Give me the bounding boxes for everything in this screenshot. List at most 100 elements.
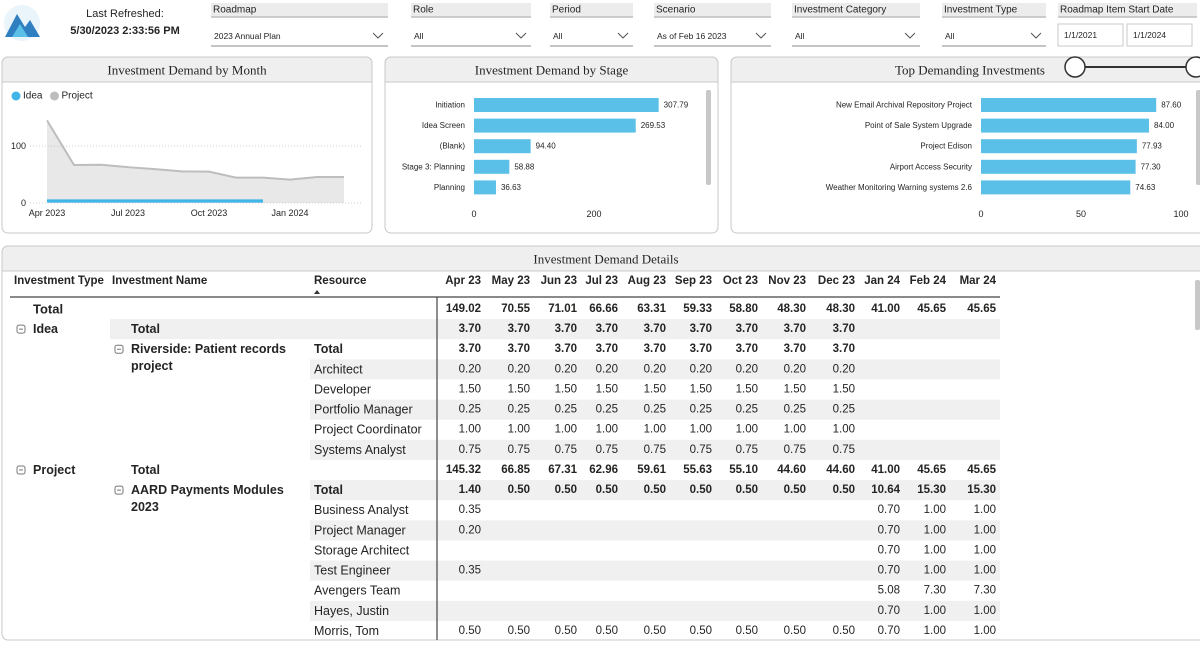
table-cell: AARD Payments Modules 2023 (131, 483, 287, 514)
expand-toggle[interactable] (16, 465, 26, 475)
table-cell: Total (33, 302, 63, 317)
table-cell: 3.70 (644, 323, 666, 335)
filter-label-band (654, 3, 771, 17)
column-header: Oct 23 (723, 275, 758, 287)
dropdown-chevron (372, 32, 384, 39)
table-cell: 0.20 (784, 363, 806, 375)
legend-label: Project (61, 91, 92, 102)
table-cell: 0.50 (833, 484, 855, 496)
bar (981, 159, 1136, 174)
table-cell: 44.60 (826, 464, 855, 476)
table-cell: 0.50 (596, 625, 618, 637)
table-cell: 45.65 (917, 303, 946, 315)
table-cell: Idea (33, 322, 59, 336)
table-cell: 1.00 (736, 424, 758, 436)
toggle-handle[interactable] (1185, 56, 1200, 78)
filter-label: Scenario (656, 5, 696, 16)
table-cell: 3.70 (736, 323, 758, 335)
filter-dropdown[interactable] (550, 24, 633, 46)
table-cell: Riverside: Patient records project (131, 342, 289, 373)
table-cell: 1.50 (644, 383, 666, 395)
filter-dropdown[interactable] (654, 24, 771, 46)
bar (474, 118, 636, 133)
table-cell: Morris, Tom (314, 624, 379, 638)
date-input[interactable] (1126, 23, 1193, 47)
table-cell: 1.50 (736, 383, 758, 395)
column-header: Apr 23 (445, 275, 481, 287)
bar (474, 159, 510, 174)
table-cell: 1.40 (459, 484, 481, 496)
legend-marker (49, 91, 59, 101)
category-label: Weather Monitoring Warning systems 2.6 (826, 183, 973, 192)
sort-indicator (314, 290, 320, 294)
filter-label: Role (413, 5, 434, 16)
value-label: 84.00 (1154, 121, 1175, 130)
table-cell: 3.70 (690, 343, 712, 355)
logo-mountain-front (12, 24, 28, 37)
dropdown-chevron (904, 32, 916, 39)
filter-value: All (414, 31, 424, 41)
table-cell: Project Coordinator (314, 423, 422, 437)
table-cell: 0.70 (878, 605, 900, 617)
expand-toggle[interactable] (16, 324, 26, 334)
table-cell: 67.31 (548, 464, 577, 476)
table-cell: 0.50 (784, 625, 806, 637)
table-cell: 55.10 (729, 464, 758, 476)
table-cell: 145.32 (446, 464, 481, 476)
table-cell: 10.64 (871, 484, 900, 496)
table-cell: 0.25 (690, 404, 712, 416)
panel-title: Investment Demand by Stage (475, 63, 629, 78)
filter-dropdown[interactable] (211, 24, 388, 46)
column-header: Jun 23 (541, 275, 577, 287)
legend-label: Idea (23, 91, 43, 102)
table-cell: 0.25 (833, 404, 855, 416)
value-label: 77.30 (1141, 162, 1162, 171)
table-cell: 0.25 (784, 404, 806, 416)
table-cell: 1.00 (555, 424, 577, 436)
table-cell: 3.70 (784, 343, 806, 355)
category-label: Point of Sale System Upgrade (865, 121, 973, 130)
toggle-handle[interactable] (1064, 56, 1086, 78)
bar (981, 118, 1149, 133)
table-cell: 0.35 (459, 565, 481, 577)
table-cell: 1.50 (784, 383, 806, 395)
table-cell: 3.70 (555, 323, 577, 335)
table-cell: 7.30 (974, 585, 996, 597)
date-input[interactable] (1057, 23, 1124, 47)
filter-dropdown[interactable] (942, 24, 1046, 46)
column-header: Feb 24 (910, 275, 947, 287)
table-cell: 70.55 (501, 303, 530, 315)
filter-label: Roadmap Item Start Date (1060, 5, 1174, 16)
panel-title: Investment Demand Details (533, 252, 678, 267)
table-cell: 3.70 (644, 343, 666, 355)
table-cell: 62.96 (589, 464, 618, 476)
category-label: Initiation (435, 101, 465, 110)
table-cell: 1.00 (974, 625, 996, 637)
table-cell: 59.33 (683, 303, 712, 315)
expand-toggle[interactable] (114, 344, 124, 354)
table-cell: 0.25 (644, 404, 666, 416)
row-stripe (310, 600, 1000, 621)
table-cell: 1.00 (974, 544, 996, 556)
table-cell: 0.35 (459, 504, 481, 516)
filter-dropdown[interactable] (792, 24, 920, 46)
value-label: 58.88 (514, 162, 535, 171)
table-cell: 1.00 (974, 504, 996, 516)
x-tick-label: 0 (471, 209, 476, 219)
value-label: 307.79 (664, 101, 689, 110)
table-cell: 0.50 (555, 484, 577, 496)
table-cell: 0.50 (596, 484, 618, 496)
table-cell: 3.70 (555, 343, 577, 355)
x-tick-label: Jul 2023 (111, 208, 145, 218)
column-header: Investment Type (14, 275, 104, 287)
table-cell: 0.50 (644, 625, 666, 637)
table-cell: 55.63 (683, 464, 712, 476)
filter-label: Investment Category (794, 5, 886, 16)
table-cell: Test Engineer (314, 564, 390, 578)
table-cell: 3.70 (596, 343, 618, 355)
x-tick-label: 200 (586, 209, 601, 219)
table-cell: 0.20 (508, 363, 530, 375)
table-cell: 0.25 (596, 404, 618, 416)
expand-toggle[interactable] (114, 485, 124, 495)
filter-dropdown[interactable] (411, 24, 531, 46)
